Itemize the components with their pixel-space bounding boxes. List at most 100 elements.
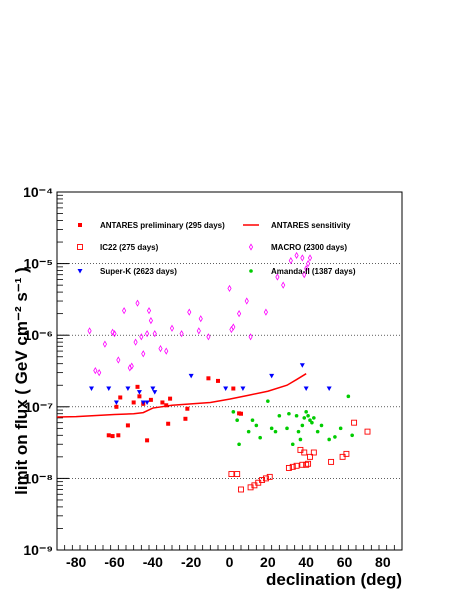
data-point (179, 330, 184, 338)
data-point (315, 429, 320, 434)
data-point (106, 386, 112, 392)
data-point (277, 413, 282, 418)
data-point (89, 386, 94, 392)
horizontal-grid (57, 263, 402, 479)
data-point (364, 428, 371, 435)
data-point (87, 327, 92, 335)
data-point (287, 411, 291, 416)
x-tick-label: -40 (143, 554, 163, 570)
plot-frame (56, 191, 403, 551)
legend-label: Amanda-II (1387 days) (271, 267, 356, 276)
data-point (235, 418, 239, 422)
data-point (333, 435, 337, 439)
legend-marker (77, 269, 83, 274)
data-point (289, 463, 296, 470)
data-point (93, 367, 98, 375)
x-tick-label: 20 (260, 554, 276, 570)
legend-marker (78, 223, 82, 227)
x-tick-label: 0 (226, 554, 234, 570)
y-tick-label: 10⁻⁶ (24, 327, 53, 343)
data-point (307, 254, 313, 262)
data-point (133, 338, 138, 346)
data-point (247, 484, 254, 491)
data-point (144, 400, 150, 405)
data-point (312, 416, 316, 420)
data-point (237, 310, 242, 318)
data-point (300, 423, 305, 428)
data-point (303, 386, 309, 392)
data-point (188, 373, 194, 379)
data-point (258, 435, 262, 440)
data-point (300, 254, 305, 262)
data-point (266, 473, 273, 480)
data-point (302, 416, 307, 420)
data-point (293, 462, 300, 469)
data-point (185, 406, 190, 411)
data-point (166, 421, 171, 426)
data-point (148, 316, 153, 325)
legend: ANTARES preliminary (295 days) IC22 (275 … (77, 221, 356, 276)
data-point (269, 426, 274, 431)
data-point (346, 394, 351, 399)
data-point (239, 411, 243, 416)
data-point (351, 419, 358, 426)
data-point (110, 434, 115, 439)
data-point (169, 324, 175, 332)
data-point (306, 259, 311, 268)
y-tick-label: 10⁻⁷ (24, 399, 53, 415)
data-point (164, 347, 169, 355)
x-tick-label: -20 (181, 554, 201, 570)
legend-label: ANTARES preliminary (295 days) (100, 221, 225, 230)
legend-label: IC22 (275 days) (100, 243, 159, 252)
data-point (262, 475, 269, 482)
legend-marker (249, 269, 253, 273)
data-point (114, 404, 119, 409)
x-tick-label: 60 (337, 554, 353, 570)
data-point (339, 453, 346, 460)
data-point (266, 399, 270, 403)
data-point (248, 333, 253, 341)
data-point (150, 386, 156, 392)
data-point (206, 376, 211, 381)
data-point (304, 265, 309, 273)
data-point (110, 328, 115, 336)
data-point (305, 460, 312, 467)
data-point (136, 390, 142, 395)
data-point (116, 433, 121, 438)
data-point (168, 396, 173, 401)
data-point (281, 281, 286, 289)
x-tick-label: 80 (375, 554, 391, 570)
data-point (116, 356, 121, 364)
data-point (263, 308, 268, 316)
x-tick-label: -80 (66, 554, 86, 570)
data-point (326, 386, 332, 392)
antares-sensitivity-line (56, 373, 307, 418)
data-point (290, 442, 295, 447)
legend-marker (248, 243, 254, 251)
data-point (231, 323, 236, 331)
data-point (113, 400, 119, 405)
data-point (302, 271, 307, 279)
data-point (273, 429, 278, 434)
data-point (338, 426, 343, 431)
data-point (106, 433, 111, 438)
data-point (294, 413, 299, 418)
data-point (145, 438, 150, 443)
data-point (246, 429, 251, 434)
data-point (327, 437, 331, 442)
data-point (135, 299, 140, 307)
data-point (146, 307, 152, 315)
data-point (310, 420, 314, 425)
data-point (139, 333, 144, 341)
data-point (231, 386, 236, 391)
data-point (152, 330, 157, 338)
data-point (254, 423, 259, 428)
data-point (285, 464, 292, 471)
data-point (141, 350, 146, 358)
data-point (250, 418, 255, 422)
data-point (131, 400, 136, 405)
data-point (137, 394, 142, 399)
data-point (229, 325, 234, 334)
y-tick-label: 10⁻⁸ (23, 470, 53, 486)
data-point (310, 449, 317, 456)
